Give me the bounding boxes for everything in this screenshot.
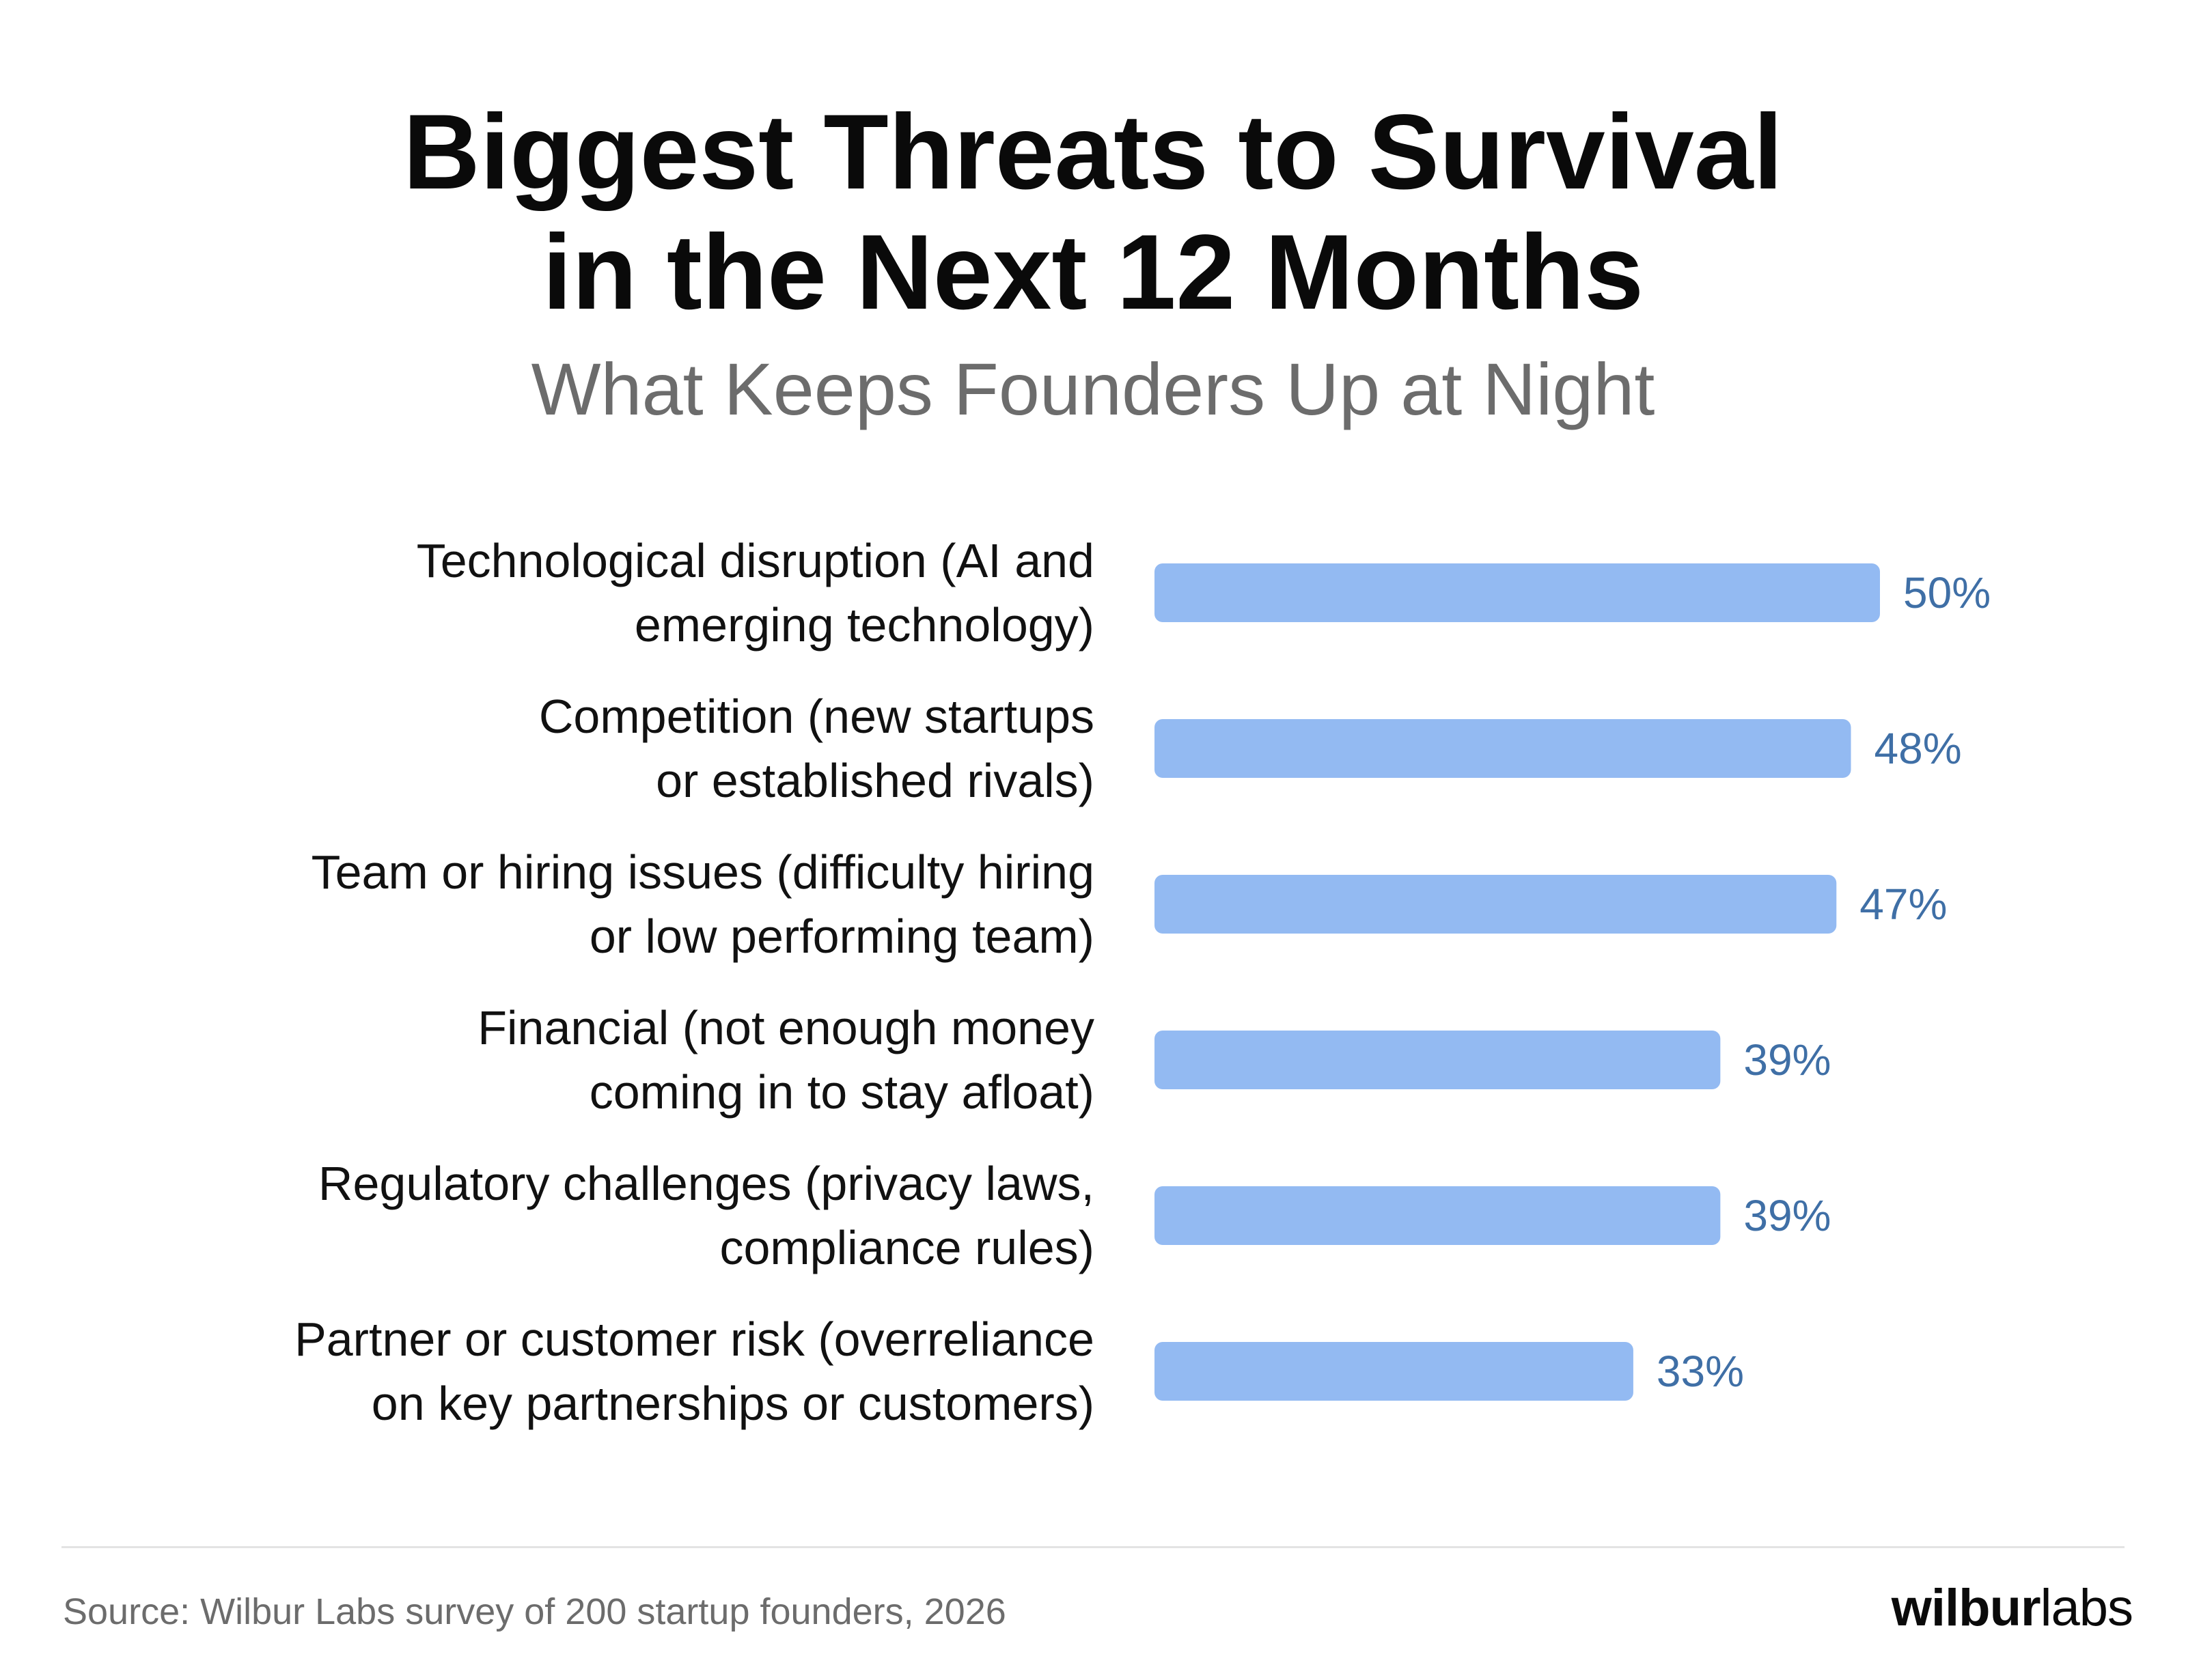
category-label-3-line-1: Team or hiring issues (difficulty hiring — [312, 845, 1094, 899]
value-label-2: 48% — [1874, 724, 1962, 773]
bar-3 — [1154, 875, 1837, 934]
category-label-1-line-1: Technological disruption (AI and — [417, 534, 1094, 587]
category-label-1-line-2: emerging technology) — [635, 598, 1094, 652]
category-label-5-line-1: Regulatory challenges (privacy laws, — [318, 1157, 1094, 1210]
category-label-2: Competition (new startups or established … — [539, 690, 1094, 807]
category-label-1: Technological disruption (AI and emerging… — [417, 534, 1094, 652]
category-label-2-line-1: Competition (new startups — [539, 690, 1094, 743]
value-label-6: 33% — [1657, 1347, 1744, 1396]
bar-1 — [1154, 563, 1880, 622]
source-note: Source: Wilbur Labs survey of 200 startu… — [63, 1591, 1006, 1632]
wilburlabs-logo: wilburlabs — [1892, 1578, 2133, 1639]
category-label-4-line-2: coming in to stay afloat) — [590, 1065, 1094, 1119]
footer-divider — [61, 1546, 2125, 1548]
bar-5 — [1154, 1186, 1721, 1245]
category-label-6-line-1: Partner or customer risk (overreliance — [294, 1313, 1094, 1366]
bar-chart: 50% Technological disruption (AI and emerg… — [294, 534, 1991, 1430]
category-label-3: Team or hiring issues (difficulty hiring… — [312, 845, 1094, 963]
value-label-1: 50% — [1903, 568, 1991, 617]
bar-6 — [1154, 1342, 1633, 1401]
category-label-5: Regulatory challenges (privacy laws, comp… — [318, 1157, 1094, 1274]
value-label-4: 39% — [1743, 1035, 1831, 1084]
logo-text-bold: wilbur — [1891, 1579, 2041, 1637]
logo-text-light: labs — [2040, 1579, 2133, 1637]
category-label-4: Financial (not enough money coming in to … — [478, 1001, 1094, 1119]
chart-subtitle: What Keeps Founders Up at Night — [531, 348, 1655, 430]
value-label-5: 39% — [1743, 1191, 1831, 1240]
category-label-4-line-1: Financial (not enough money — [478, 1001, 1094, 1054]
bar-2 — [1154, 719, 1851, 778]
category-label-5-line-2: compliance rules) — [719, 1221, 1094, 1274]
chart-title-line-1: Biggest Threats to Survival — [403, 93, 1783, 212]
value-label-3: 47% — [1859, 880, 1947, 929]
category-label-6: Partner or customer risk (overreliance on… — [294, 1313, 1094, 1430]
chart-title-line-2: in the Next 12 Months — [542, 213, 1644, 332]
category-label-6-line-2: on key partnerships or customers) — [372, 1377, 1094, 1430]
category-label-3-line-2: or low performing team) — [590, 910, 1094, 963]
category-label-2-line-2: or established rivals) — [656, 754, 1094, 807]
bar-4 — [1154, 1031, 1721, 1089]
chart-title: Biggest Threats to Survival in the Next … — [0, 92, 2186, 333]
